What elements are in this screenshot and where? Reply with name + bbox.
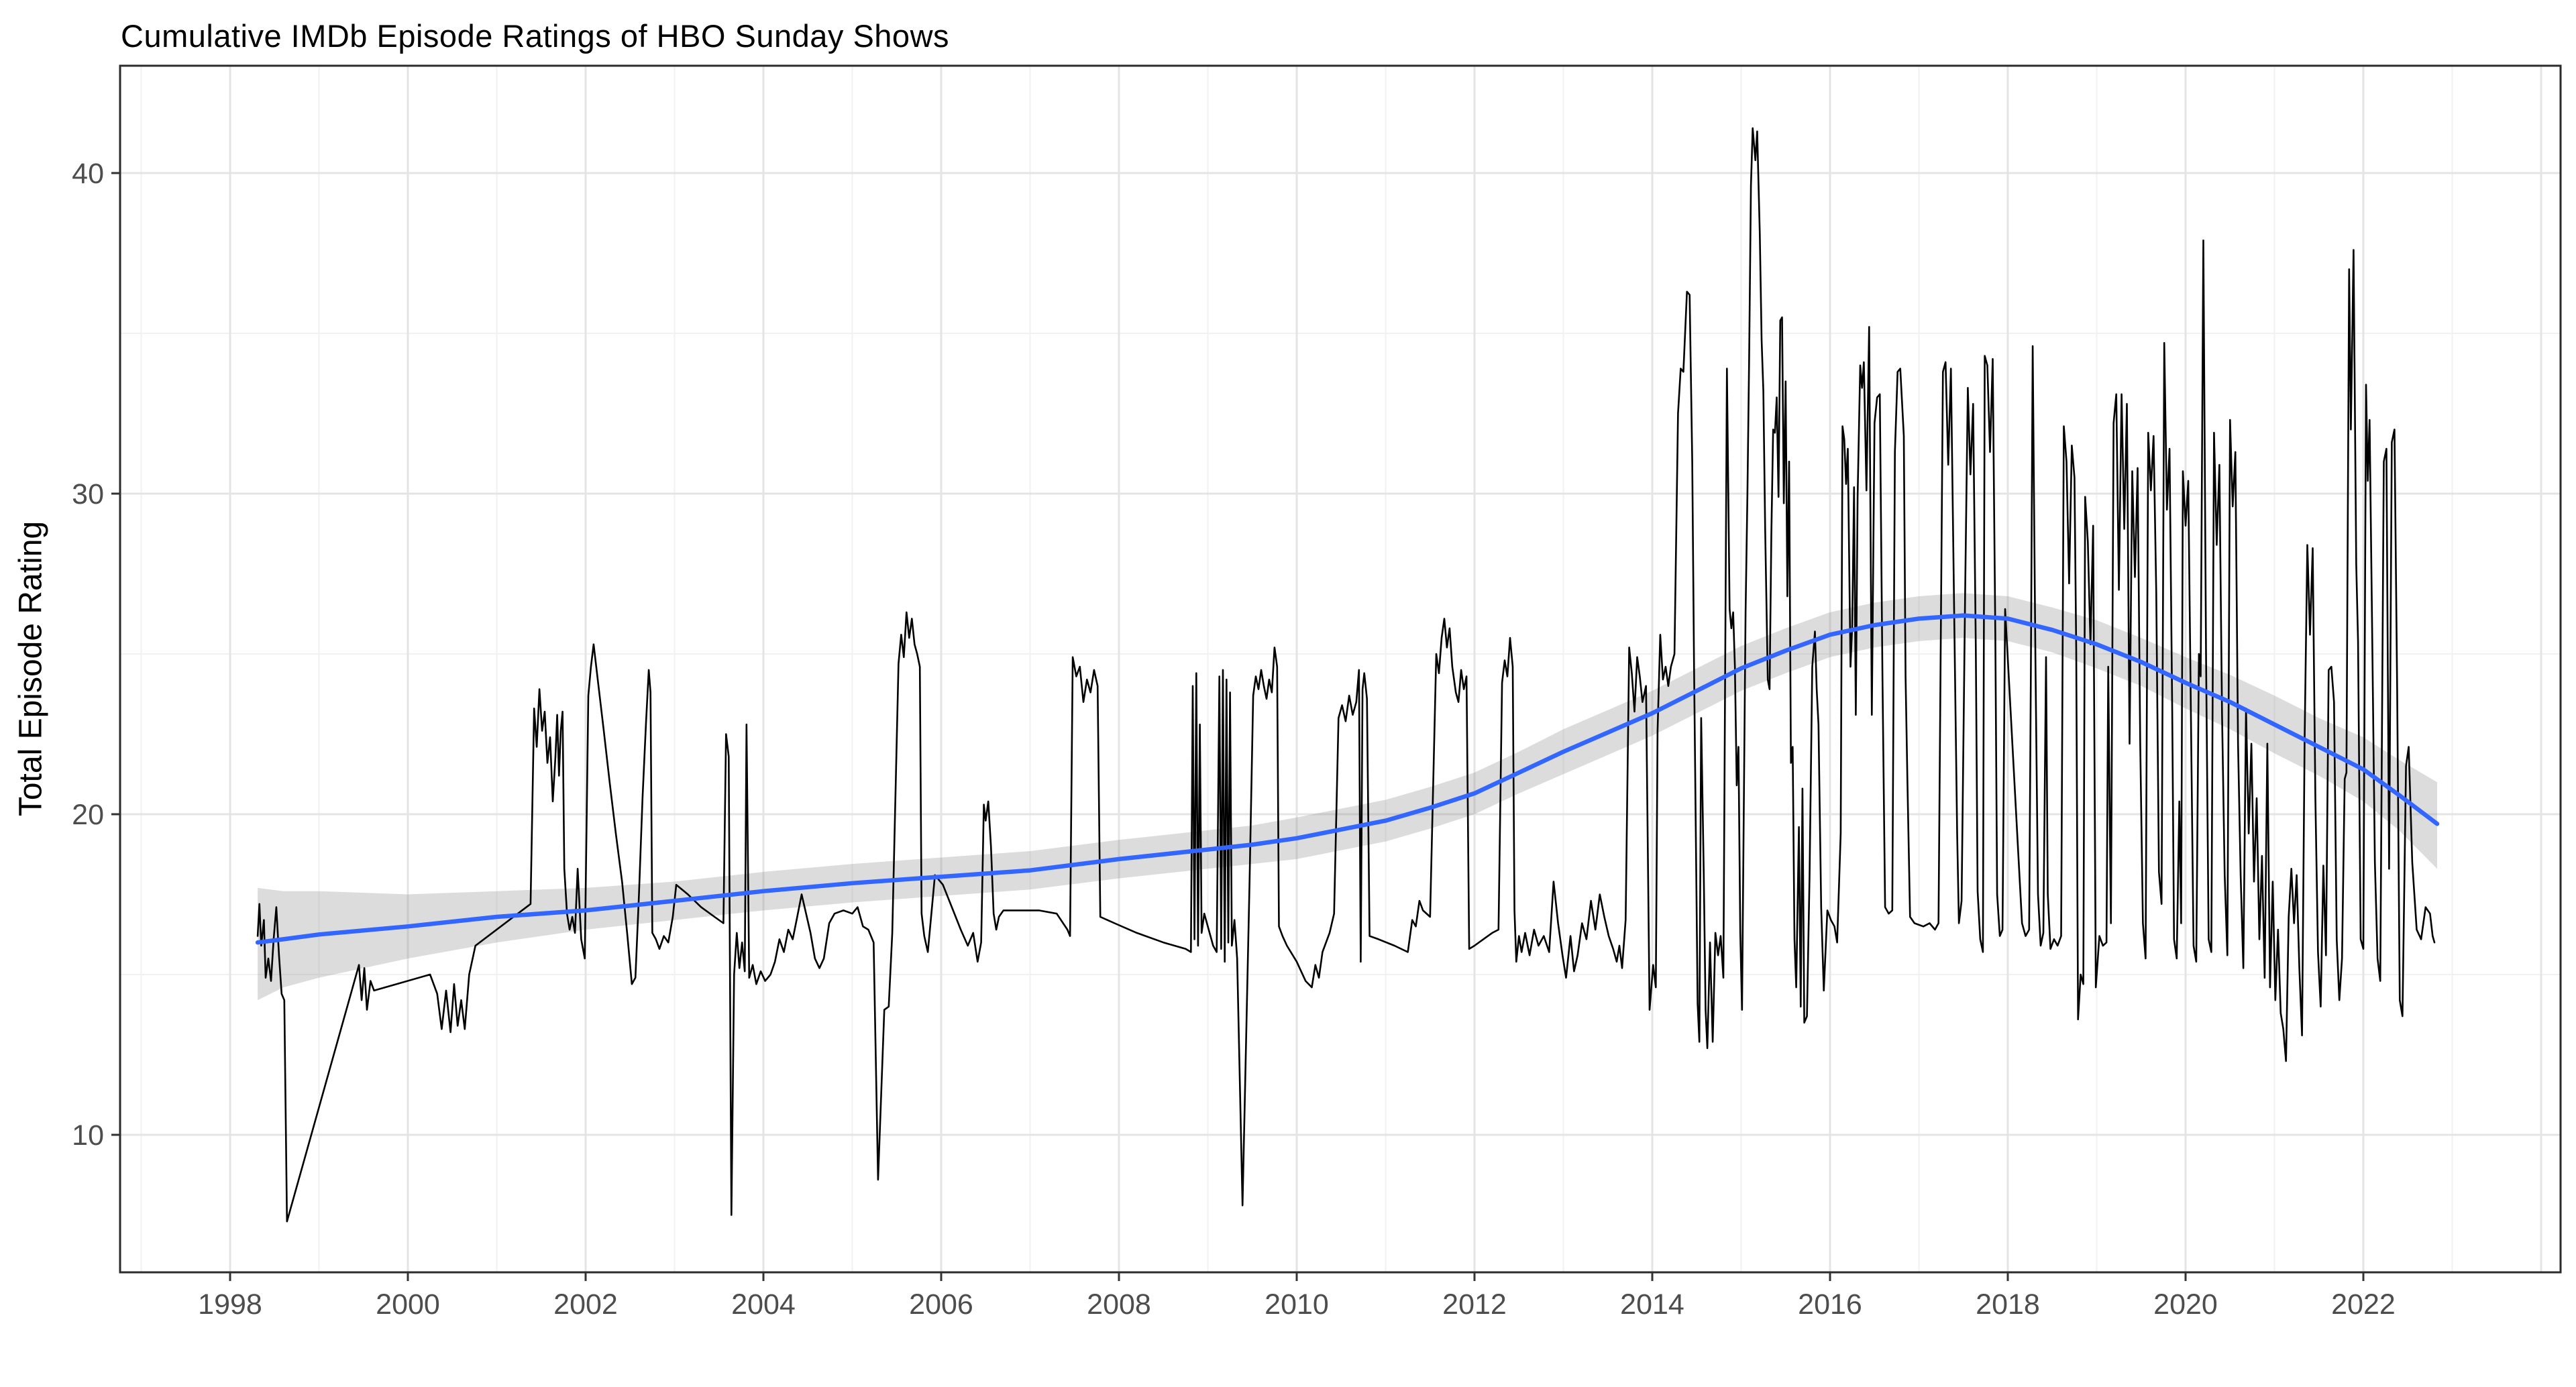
y-tick-label: 20: [72, 799, 104, 831]
y-axis-title: Total Episode Rating: [13, 520, 49, 817]
loess-smooth-line: [255, 613, 2440, 945]
x-axis-tick-labels: 1998 2000 2002 2004 2006 2008 2010 2012 2014 2016…: [198, 1288, 2396, 1321]
x-tick-label: 2018: [1976, 1288, 2040, 1321]
x-tick-label: 1998: [198, 1288, 262, 1321]
x-tick-label: 2016: [1798, 1288, 1862, 1321]
x-tick-label: 2010: [1265, 1288, 1329, 1321]
y-tick-label: 30: [72, 478, 104, 510]
panel-border: [119, 64, 2562, 1274]
x-tick-label: 2002: [553, 1288, 618, 1321]
x-tick-label: 2012: [1442, 1288, 1507, 1321]
y-tick-label: 10: [72, 1119, 104, 1152]
x-tick-label: 2006: [909, 1288, 973, 1321]
y-tick-label: 40: [72, 158, 104, 190]
x-tick-label: 2000: [376, 1288, 440, 1321]
x-tick-label: 2008: [1087, 1288, 1151, 1321]
axis-tick-marks: [111, 172, 2365, 1281]
episode-ratings-line: [256, 127, 2436, 1223]
x-tick-label: 2014: [1620, 1288, 1684, 1321]
x-tick-label: 2022: [2331, 1288, 2396, 1321]
gridlines-minor: [120, 66, 2561, 1272]
page-title: Cumulative IMDb Episode Ratings of HBO S…: [121, 18, 950, 54]
x-tick-label: 2004: [731, 1288, 796, 1321]
x-tick-label: 2020: [2153, 1288, 2218, 1321]
gridlines-major: [120, 66, 2561, 1272]
y-axis-tick-labels: 10 20 30 40: [72, 158, 104, 1152]
